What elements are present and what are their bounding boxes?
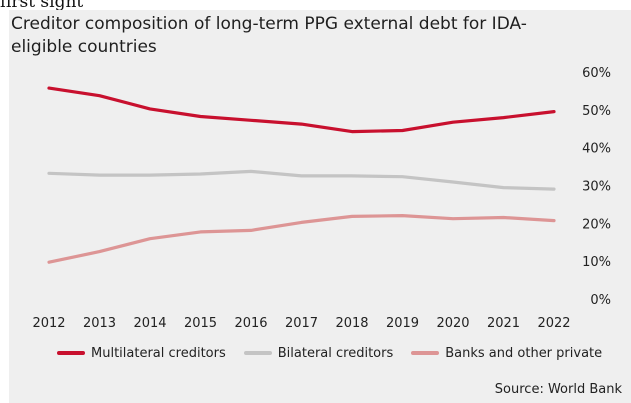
x-tick-label: 2016 xyxy=(234,316,267,331)
series-line-banks-and-other-private xyxy=(47,214,556,264)
x-tick-label: 2014 xyxy=(133,316,166,331)
y-tick-label: 0% xyxy=(590,293,611,308)
y-tick-label: 40% xyxy=(582,142,611,157)
legend-label: Banks and other private xyxy=(445,345,603,361)
series-line-bilateral-creditors xyxy=(47,169,556,191)
y-tick-label: 10% xyxy=(582,255,611,270)
y-tick-label: 60% xyxy=(582,66,611,81)
y-tick-label: 50% xyxy=(582,104,611,119)
page-text-fragment: first sight xyxy=(0,0,84,12)
series-line-multilateral-creditors xyxy=(47,86,556,134)
legend-label: Bilateral creditors xyxy=(277,345,394,361)
x-tick-label: 2022 xyxy=(537,316,570,331)
source-note: Source: World Bank xyxy=(494,382,622,397)
legend-item: Banks and other private xyxy=(411,346,602,361)
legend-item: Bilateral creditors xyxy=(243,345,394,361)
x-tick-label: 2019 xyxy=(386,316,419,331)
chart-panel xyxy=(9,10,631,403)
chart-legend: Multilateral creditors Bilateral creditor… xyxy=(57,343,620,363)
x-tick-label: 2013 xyxy=(83,316,116,331)
x-tick-label: 2020 xyxy=(436,316,469,331)
x-tick-label: 2015 xyxy=(184,316,217,331)
chart-title: Creditor composition of long-term PPG ex… xyxy=(11,14,527,57)
x-tick-label: 2017 xyxy=(285,316,318,331)
legend-swatch xyxy=(57,351,85,355)
x-tick-label: 2018 xyxy=(335,316,368,331)
y-tick-label: 20% xyxy=(582,217,611,232)
legend-item: Multilateral creditors xyxy=(57,346,226,361)
legend-swatch xyxy=(243,351,272,355)
y-tick-label: 30% xyxy=(582,180,611,195)
x-tick-label: 2021 xyxy=(487,316,520,331)
legend-label: Multilateral creditors xyxy=(91,345,226,361)
legend-swatch xyxy=(411,351,440,355)
x-tick-label: 2012 xyxy=(32,316,65,331)
